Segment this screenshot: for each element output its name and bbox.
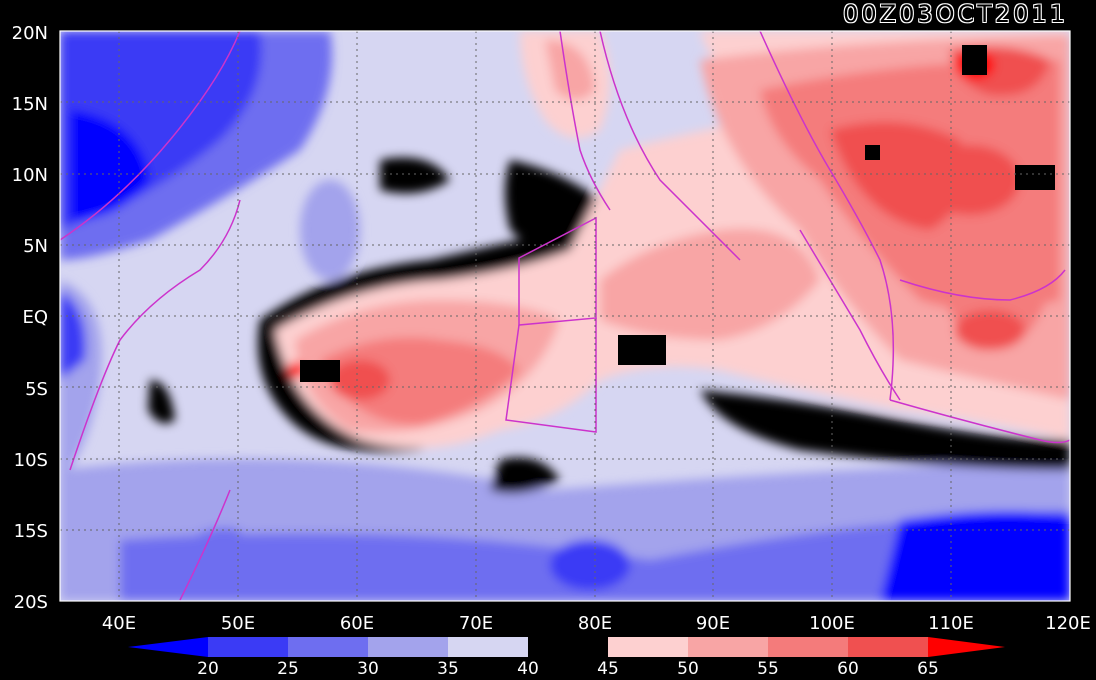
lon-tick-label: 60E — [340, 613, 374, 634]
colorbar-label: 40 — [517, 659, 539, 679]
grid-layer — [60, 31, 1070, 601]
colorbar-swatch — [688, 637, 768, 657]
lon-tick-label: 50E — [221, 613, 255, 634]
lon-axis: 40E 50E 60E 70E 80E 90E 100E 110E 120E — [102, 613, 1091, 634]
colorbar-arrow-high — [928, 637, 1005, 657]
lat-tick-label: 15N — [12, 94, 48, 115]
lon-tick-label: 110E — [928, 613, 974, 634]
colorbar-label: 60 — [837, 659, 859, 679]
lat-tick-label: 10S — [14, 450, 48, 471]
colorbar-swatch — [848, 637, 928, 657]
lon-tick-label: 40E — [102, 613, 136, 634]
lat-tick-label: 20S — [14, 592, 48, 613]
lat-tick-label: 15S — [14, 521, 48, 542]
colorbar-swatch — [288, 637, 368, 657]
lat-tick-label: 5S — [25, 379, 48, 400]
colorbar-label: 35 — [437, 659, 459, 679]
colorbar-label: 45 — [597, 659, 619, 679]
colorbar-arrow-low — [128, 637, 208, 657]
colorbar: 20 25 30 35 40 45 50 55 60 65 — [128, 637, 1005, 679]
colorbar-label: 65 — [917, 659, 939, 679]
lat-tick-label: 20N — [12, 23, 48, 44]
colorbar-swatch — [368, 637, 448, 657]
map-title: 00Z03OCT2011 — [843, 0, 1068, 28]
colorbar-label: 30 — [357, 659, 379, 679]
coastline-layer — [60, 31, 1070, 601]
colorbar-label: 55 — [757, 659, 779, 679]
colorbar-swatch — [768, 637, 848, 657]
lon-tick-label: 120E — [1045, 613, 1091, 634]
lon-tick-label: 80E — [578, 613, 612, 634]
colorbar-label: 50 — [677, 659, 699, 679]
colorbar-label: 25 — [277, 659, 299, 679]
colorbar-label: 20 — [197, 659, 219, 679]
colorbar-swatch — [528, 637, 608, 657]
colorbar-swatch — [448, 637, 528, 657]
lat-tick-label: 5N — [23, 236, 48, 257]
lat-tick-label: 10N — [12, 165, 48, 186]
lon-tick-label: 70E — [459, 613, 493, 634]
lon-tick-label: 90E — [696, 613, 730, 634]
map-frame — [59, 30, 1071, 602]
lat-axis: 20N 15N 10N 5N EQ 5S 10S 15S 20S — [12, 23, 48, 613]
lat-tick-label: EQ — [22, 307, 48, 328]
colorbar-swatch — [608, 637, 688, 657]
lon-tick-label: 100E — [809, 613, 855, 634]
colorbar-swatch — [208, 637, 288, 657]
